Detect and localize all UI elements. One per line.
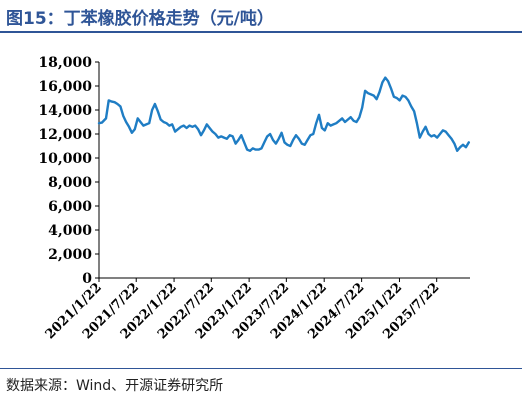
y-tick-label: 18,000 — [38, 55, 92, 71]
y-tick-label: 0 — [82, 271, 92, 287]
y-tick-label: 16,000 — [38, 79, 92, 95]
price-series-line — [97, 76, 470, 153]
data-source-note: 数据来源：Wind、开源证券研究所 — [6, 378, 224, 394]
y-tick-label: 6,000 — [48, 199, 92, 215]
y-tick-label: 8,000 — [48, 175, 92, 191]
page-title: 图15：丁苯橡胶价格走势（元/吨） — [6, 9, 274, 29]
y-tick-label: 10,000 — [38, 151, 92, 167]
price-line-chart: 0 2,000 4,000 6,000 8,000 10,000 12,000 14,000 1… — [38, 55, 470, 342]
y-tick-label: 2,000 — [48, 247, 92, 263]
x-axis: 2021/1/222021/7/222022/1/222022/7/222023… — [43, 277, 470, 342]
title-bar: 图15：丁苯橡胶价格走势（元/吨） — [0, 0, 522, 34]
title-divider — [0, 31, 522, 33]
source-divider — [0, 368, 522, 369]
y-tick-label: 4,000 — [48, 223, 92, 239]
y-tick-label: 14,000 — [38, 103, 92, 119]
y-tick-label: 12,000 — [38, 127, 92, 143]
series-group — [97, 76, 470, 153]
y-axis: 0 2,000 4,000 6,000 8,000 10,000 12,000 14,000 1… — [38, 55, 100, 287]
